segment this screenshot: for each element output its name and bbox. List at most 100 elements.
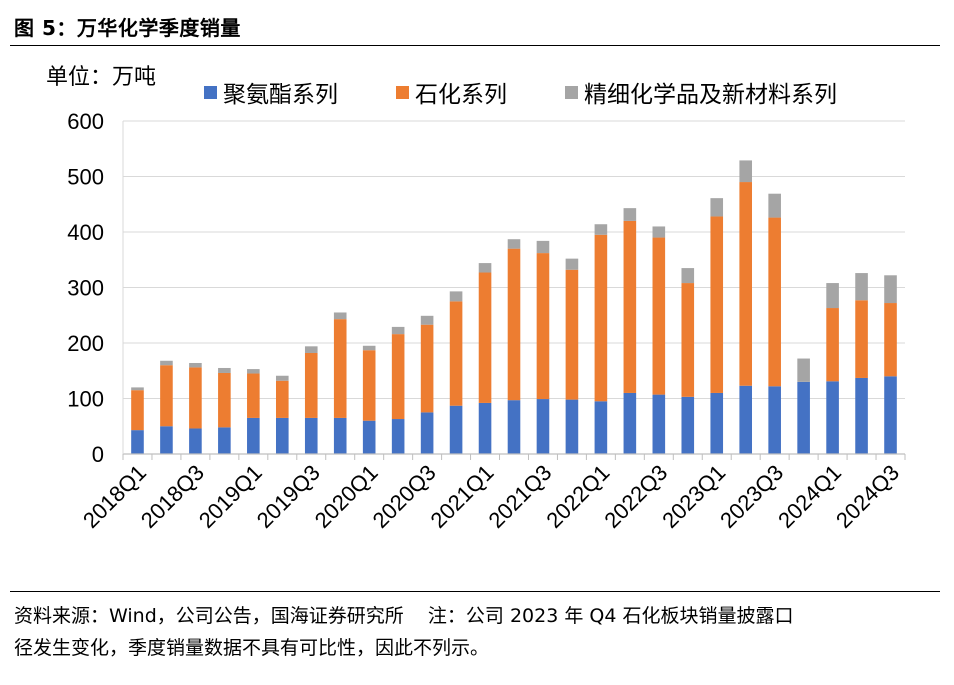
bar-segment-0-2023Q1 — [710, 392, 724, 454]
y-axis-ticks: 0 100 200 300 400 500 600 — [67, 109, 104, 467]
bar-segment-0-2024Q2 — [855, 377, 868, 454]
bar-segment-0-2022Q3 — [652, 394, 666, 454]
bar-segment-1-2018Q3 — [189, 367, 202, 429]
bar-segment-2-2023Q1 — [710, 198, 724, 217]
x-tick-label: 2019Q1 — [194, 460, 267, 533]
bar-segment-2-2018Q4 — [218, 367, 231, 373]
x-tick-label: 2024Q1 — [773, 460, 846, 533]
bar-segment-1-2018Q1 — [131, 390, 144, 431]
bar-segment-0-2024Q3 — [884, 376, 897, 454]
bar-segment-2-2023Q2 — [739, 160, 753, 183]
bar-segment-1-2019Q2 — [275, 380, 289, 418]
y-tick-label: 400 — [67, 220, 104, 245]
y-tick-label: 0 — [92, 442, 104, 467]
figure-title: 图 5：万华化学季度销量 — [14, 16, 241, 40]
x-tick-label: 2024Q3 — [831, 460, 904, 533]
bar-segment-0-2023Q4 — [797, 381, 810, 454]
source-line-1: 资料来源：Wind，公司公告，国海证券研究所 注：公司 2023 年 Q4 石化… — [14, 605, 794, 627]
bar-segment-2-2021Q4 — [565, 258, 579, 270]
bar-segment-0-2021Q3 — [536, 399, 550, 454]
legend-swatch — [396, 86, 409, 99]
bar-segment-1-2021Q3 — [536, 253, 550, 400]
bar-segment-1-2024Q2 — [855, 300, 868, 378]
bar-segment-0-2024Q1 — [826, 381, 839, 454]
bar-segment-1-2022Q3 — [652, 237, 666, 395]
bar-segment-2-2019Q1 — [247, 369, 260, 374]
bar-segment-1-2024Q3 — [884, 303, 897, 377]
bar-segment-0-2019Q3 — [304, 417, 318, 454]
bar-segment-0-2022Q4 — [681, 396, 695, 454]
x-tick-label: 2023Q3 — [715, 460, 788, 533]
legend-swatch — [204, 86, 217, 99]
bar-segment-2-2020Q1 — [362, 345, 376, 351]
bar-segment-1-2023Q2 — [739, 182, 753, 386]
bar-segment-0-2020Q3 — [420, 412, 434, 454]
bar-segment-1-2023Q3 — [768, 217, 781, 387]
bar-segment-0-2019Q1 — [247, 417, 260, 454]
bar-segment-1-2018Q2 — [160, 365, 173, 427]
bar-segment-2-2021Q2 — [507, 239, 521, 249]
bar-segment-0-2023Q3 — [768, 386, 781, 454]
bar-segment-0-2022Q2 — [623, 392, 637, 454]
bar-segment-2-2024Q2 — [855, 273, 868, 301]
legend-label: 石化系列 — [415, 82, 507, 108]
x-tick-label: 2021Q1 — [426, 460, 499, 533]
bar-segment-2-2022Q2 — [623, 208, 637, 221]
bar-segment-0-2022Q1 — [594, 401, 608, 454]
bar-segment-1-2019Q1 — [247, 373, 260, 418]
y-tick-label: 100 — [67, 387, 104, 412]
bar-segment-1-2020Q4 — [449, 301, 463, 406]
x-axis-ticks: 2018Q12018Q32019Q12019Q32020Q12020Q32021… — [78, 460, 904, 533]
source-line-2: 径发生变化，季度销量数据不具有可比性，因此不列示。 — [14, 637, 490, 659]
bars — [131, 160, 897, 454]
bar-segment-0-2018Q2 — [160, 426, 173, 454]
bar-segment-1-2020Q2 — [391, 334, 405, 420]
x-tick-label: 2022Q1 — [541, 460, 614, 533]
bar-segment-1-2022Q2 — [623, 220, 637, 393]
y-tick-label: 500 — [67, 165, 104, 190]
y-tick-label: 200 — [67, 331, 104, 356]
bar-segment-1-2022Q1 — [594, 234, 608, 402]
legend-label: 精细化学品及新材料系列 — [584, 82, 837, 108]
source-note: 资料来源：Wind，公司公告，国海证券研究所 注：公司 2023 年 Q4 石化… — [14, 600, 939, 664]
legend: 聚氨酯系列 石化系列 精细化学品及新材料系列 — [204, 82, 837, 108]
x-tick-label: 2019Q3 — [252, 460, 325, 533]
bar-segment-2-2019Q2 — [275, 375, 289, 381]
x-tick-label: 2020Q1 — [310, 460, 383, 533]
bar-segment-1-2024Q1 — [826, 308, 839, 382]
bar-segment-1-2023Q1 — [710, 216, 724, 393]
bar-segment-2-2018Q3 — [189, 362, 202, 368]
bar-segment-2-2021Q3 — [536, 240, 550, 254]
bar-segment-2-2019Q3 — [304, 346, 318, 353]
bar-segment-2-2023Q3 — [768, 193, 781, 218]
bar-segment-1-2020Q1 — [362, 350, 376, 421]
bar-segment-2-2018Q2 — [160, 360, 173, 366]
bar-segment-1-2022Q4 — [681, 283, 695, 397]
x-tick-label: 2018Q1 — [78, 460, 151, 533]
top-divider — [10, 45, 940, 46]
bar-segment-1-2021Q4 — [565, 269, 579, 400]
bar-segment-0-2018Q1 — [131, 430, 144, 454]
stacked-bar-chart: 单位：万吨 聚氨酯系列 石化系列 精细化学品及新材料系列 0 100 200 300 400… — [46, 65, 906, 533]
bar-segment-2-2022Q3 — [652, 226, 666, 238]
y-tick-label: 300 — [67, 276, 104, 301]
bar-segment-0-2021Q4 — [565, 399, 579, 454]
bar-segment-0-2019Q2 — [275, 417, 289, 454]
bar-segment-0-2020Q1 — [362, 420, 376, 454]
bar-segment-1-2018Q4 — [218, 372, 231, 428]
bar-segment-2-2024Q1 — [826, 283, 839, 309]
bar-segment-2-2019Q4 — [333, 312, 347, 320]
bar-segment-0-2018Q3 — [189, 428, 202, 454]
bottom-divider — [10, 591, 940, 592]
bar-segment-1-2019Q4 — [333, 319, 347, 418]
bar-segment-2-2023Q4 — [797, 358, 810, 382]
bar-segment-0-2020Q4 — [449, 405, 463, 454]
unit-label: 单位：万吨 — [46, 65, 156, 90]
bar-segment-2-2020Q4 — [449, 291, 463, 302]
x-tick-label: 2021Q3 — [483, 460, 556, 533]
bar-segment-1-2021Q1 — [478, 272, 492, 403]
bar-segment-2-2020Q3 — [420, 315, 434, 325]
bar-segment-0-2020Q2 — [391, 419, 405, 454]
bar-segment-1-2021Q2 — [507, 248, 521, 401]
x-tick-label: 2022Q3 — [599, 460, 672, 533]
